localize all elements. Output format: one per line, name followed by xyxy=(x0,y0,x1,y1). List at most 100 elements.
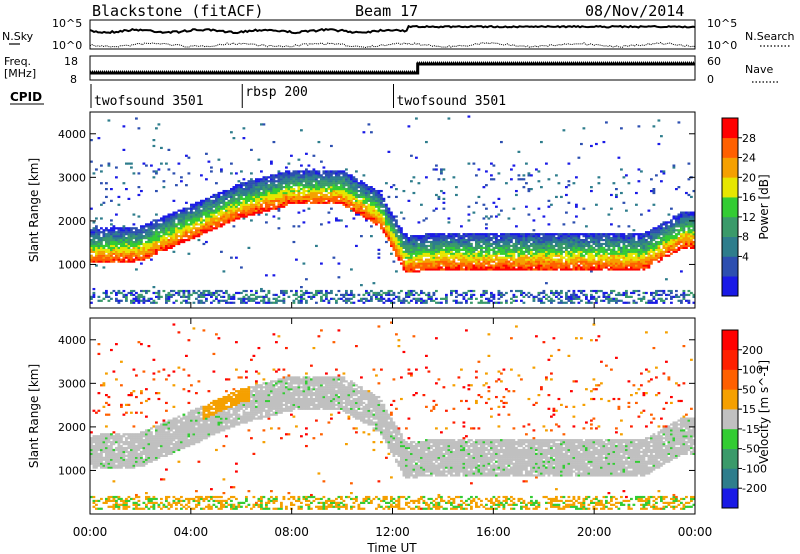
echo-cell xyxy=(572,233,576,236)
echo-cell xyxy=(527,248,531,251)
echo-cell xyxy=(592,242,596,246)
echo-cell xyxy=(177,293,181,297)
echo-cell xyxy=(277,182,281,185)
echo-cell xyxy=(215,195,218,199)
echo-cell xyxy=(190,207,193,210)
echo-cell xyxy=(562,235,566,238)
echo-cell xyxy=(550,264,553,267)
echo-cell xyxy=(282,291,286,295)
echo-cell xyxy=(450,264,453,267)
echo-cell xyxy=(432,250,436,253)
echo-cell xyxy=(395,188,398,191)
echo-cell xyxy=(397,244,401,248)
echo-cell xyxy=(622,233,626,236)
echo-cell xyxy=(245,207,248,210)
echo-cell xyxy=(505,237,508,240)
echo-cell xyxy=(260,207,263,210)
echo-cell xyxy=(230,211,233,214)
echo-cell xyxy=(90,254,93,257)
echo-cell xyxy=(115,238,118,242)
echo-cell xyxy=(285,186,288,189)
echo-cell xyxy=(520,250,523,253)
echo-cell xyxy=(187,227,191,230)
echo-cell xyxy=(217,219,221,222)
echo-cell xyxy=(492,297,496,300)
echo-cell xyxy=(485,266,488,269)
echo-cell xyxy=(547,264,551,267)
echo-cell xyxy=(275,293,278,297)
echo-cell xyxy=(377,207,381,210)
echo-cell xyxy=(635,260,638,263)
echo-cell xyxy=(430,235,433,238)
echo-cell xyxy=(122,148,126,151)
echo-cell xyxy=(557,240,561,244)
echo-cell xyxy=(505,264,508,267)
echo-cell xyxy=(615,301,618,304)
echo-cell xyxy=(130,252,133,255)
echo-cell xyxy=(145,254,148,257)
echo-cell xyxy=(122,293,126,297)
echo-cell xyxy=(210,223,213,226)
echo-cell xyxy=(517,262,521,265)
echo-cell xyxy=(250,182,253,185)
echo-cell xyxy=(172,235,176,238)
echo-cell xyxy=(490,299,493,302)
echo-cell xyxy=(235,189,238,193)
echo-cell xyxy=(125,254,128,257)
echo-cell xyxy=(585,252,588,255)
echo-cell xyxy=(445,246,448,249)
echo-cell xyxy=(157,295,161,298)
echo-cell xyxy=(455,299,458,302)
echo-cell xyxy=(352,184,356,187)
echo-cell xyxy=(562,256,566,259)
echo-cell xyxy=(230,131,233,134)
echo-cell xyxy=(277,201,281,204)
echo-cell xyxy=(467,233,471,236)
echo-cell xyxy=(517,248,521,251)
echo-cell xyxy=(497,266,501,269)
echo-cell xyxy=(150,227,153,230)
echo-cell xyxy=(325,188,328,191)
echo-cell xyxy=(317,197,321,200)
echo-cell xyxy=(397,297,401,300)
echo-cell xyxy=(207,223,211,226)
echo-cell xyxy=(442,237,446,240)
echo-cell xyxy=(217,289,221,293)
echo-cell xyxy=(205,293,208,297)
echo-cell xyxy=(560,295,563,298)
echo-cell xyxy=(327,291,331,295)
echo-cell xyxy=(280,188,283,191)
echo-cell xyxy=(567,258,571,261)
echo-cell xyxy=(440,233,443,236)
echo-cell xyxy=(297,178,301,181)
echo-cell xyxy=(155,242,158,246)
echo-cell xyxy=(310,197,313,200)
echo-cell xyxy=(232,301,236,304)
echo-cell xyxy=(595,299,598,302)
echo-cell xyxy=(630,262,633,265)
echo-cell xyxy=(572,293,576,297)
echo-cell xyxy=(417,293,421,297)
echo-cell xyxy=(617,264,621,267)
echo-cell xyxy=(265,191,268,195)
echo-cell xyxy=(137,250,141,253)
echo-cell xyxy=(247,197,251,200)
echo-cell xyxy=(650,229,653,232)
echo-cell xyxy=(342,178,346,181)
echo-cell xyxy=(192,205,196,208)
echo-cell xyxy=(655,229,658,232)
echo-cell xyxy=(447,260,451,263)
echo-cell xyxy=(360,188,363,191)
echo-cell xyxy=(430,297,433,300)
echo-cell xyxy=(135,237,138,240)
echo-cell xyxy=(305,182,308,185)
echo-cell xyxy=(610,289,613,293)
echo-cell xyxy=(155,225,158,228)
echo-cell xyxy=(137,258,141,261)
echo-cell xyxy=(612,299,616,302)
echo-cell xyxy=(162,238,166,242)
echo-cell xyxy=(225,291,228,295)
echo-cell xyxy=(260,188,263,191)
echo-cell xyxy=(607,238,611,242)
echo-cell xyxy=(615,293,618,297)
